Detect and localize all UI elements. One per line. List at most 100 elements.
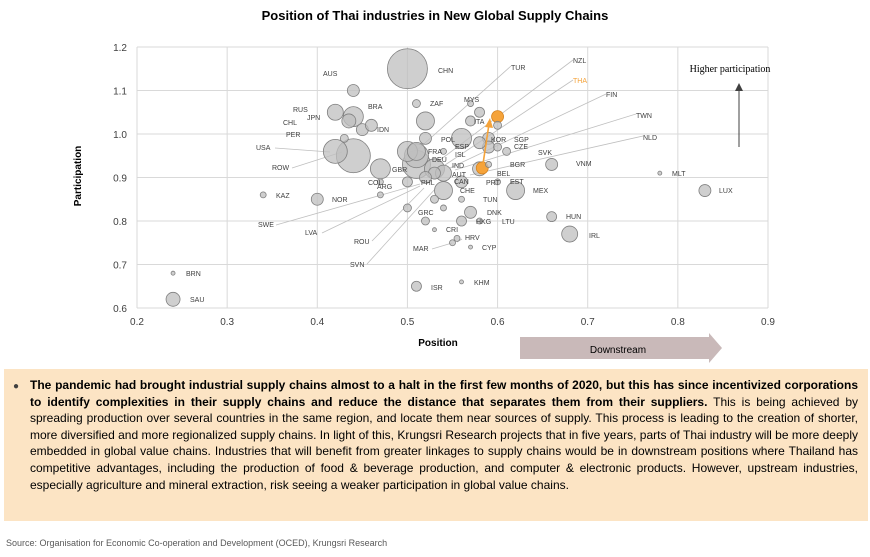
data-point [411,280,422,292]
data-point [657,170,663,176]
data-point [259,191,267,199]
x-tick-label: 0.3 [220,317,234,328]
downstream-label: Downstream [590,345,646,356]
point-label: PER [286,132,300,139]
x-tick-label: 0.2 [130,317,144,328]
point-label: BGR [510,162,525,169]
leader-line [321,185,421,234]
point-label: PRT [486,180,501,187]
point-label: IDN [377,127,389,134]
data-point [430,194,439,204]
point-label: GRC [418,210,434,217]
point-label: NZL [573,58,586,65]
point-label: HRV [465,235,480,242]
x-tick-label: 0.7 [581,317,595,328]
point-label: SGP [514,137,529,144]
leader-line [454,113,637,171]
data-point [440,204,447,212]
data-point [476,217,483,225]
source-note: Source: Organisation for Economic Co-ope… [6,538,388,548]
higher-participation-label: Higher participation [690,64,771,75]
point-label: IRL [589,233,600,240]
data-point [451,127,472,149]
up-arrow-head [735,83,743,91]
data-point [387,48,428,90]
x-axis-ticks: 0.2 0.3 0.4 0.5 0.6 0.7 0.8 0.9 [130,317,775,328]
point-label: ITA [474,119,485,126]
data-labels: CHN TUR NZL THA FIN AUS ZAF MYS RUS BRA JPN ITA CHL I… [186,58,733,304]
data-point [561,225,579,243]
data-point [473,136,486,150]
y-tick-label: 0.6 [113,304,127,315]
data-point [464,205,477,219]
data-point [546,211,558,223]
point-label: FIN [606,92,617,99]
data-point [459,279,464,285]
point-label: MEX [533,188,549,195]
data-point [456,215,467,227]
y-tick-label: 1.2 [113,43,127,54]
point-label: VNM [576,161,592,168]
point-label: TUR [511,65,525,72]
point-label: CRI [446,227,458,234]
tha-arrow-line [482,123,490,165]
data-point [341,113,357,129]
point-label: HUN [566,214,581,221]
y-tick-label: 0.9 [113,174,127,185]
x-tick-label: 0.5 [400,317,414,328]
data-point [346,84,360,97]
x-tick-label: 0.6 [491,317,505,328]
point-label: USA [256,145,271,152]
data-point [170,270,176,276]
point-label: LUX [719,188,733,195]
x-axis-label: Position [418,338,457,349]
point-label: ROW [272,165,290,172]
point-label: BEL [497,171,510,178]
point-label: KAZ [276,193,290,200]
point-label: ARG [377,184,392,191]
point-label: CHN [438,68,453,75]
point-label: RUS [293,107,308,114]
data-point [493,120,502,130]
data-point [698,184,712,197]
y-tick-label: 0.8 [113,217,127,228]
x-tick-label: 0.9 [761,317,775,328]
tha-shift-arrow [482,118,493,165]
leader-line [431,242,453,250]
y-tick-label: 1.1 [113,87,127,98]
data-point [165,291,181,307]
commentary-text: This is being achieved by spreading prod… [30,394,859,492]
point-label: SAU [190,297,204,304]
data-point [453,234,461,242]
point-label: FRA [428,149,442,156]
point-label: BRA [368,104,383,111]
data-point [468,244,473,250]
tha-arrow-head [485,118,493,128]
point-label: ISL [455,152,466,159]
data-point [322,138,348,164]
point-label: CHE [460,188,475,195]
point-label: MYS [464,97,480,104]
data-point [494,178,501,186]
point-label: DNK [487,210,502,217]
point-label: NOR [332,197,348,204]
point-label: THA [573,78,587,85]
leader-line [469,135,644,176]
data-point [339,133,349,143]
point-label: TWN [636,113,652,120]
data-point [458,195,465,203]
data-point [506,181,525,200]
point-label: CZE [514,144,528,151]
data-point [369,158,391,180]
point-label: SVK [538,150,552,157]
data-point [419,131,432,145]
point-label: BRN [186,271,201,278]
downstream-annotation: Downstream [520,333,722,363]
point-label: LVA [305,230,318,237]
data-point [493,142,502,152]
data-point [421,216,430,226]
data-point [502,146,511,156]
downstream-arrow [520,333,722,363]
data-point [467,100,474,107]
higher-participation-annotation: Higher participation [690,64,771,147]
